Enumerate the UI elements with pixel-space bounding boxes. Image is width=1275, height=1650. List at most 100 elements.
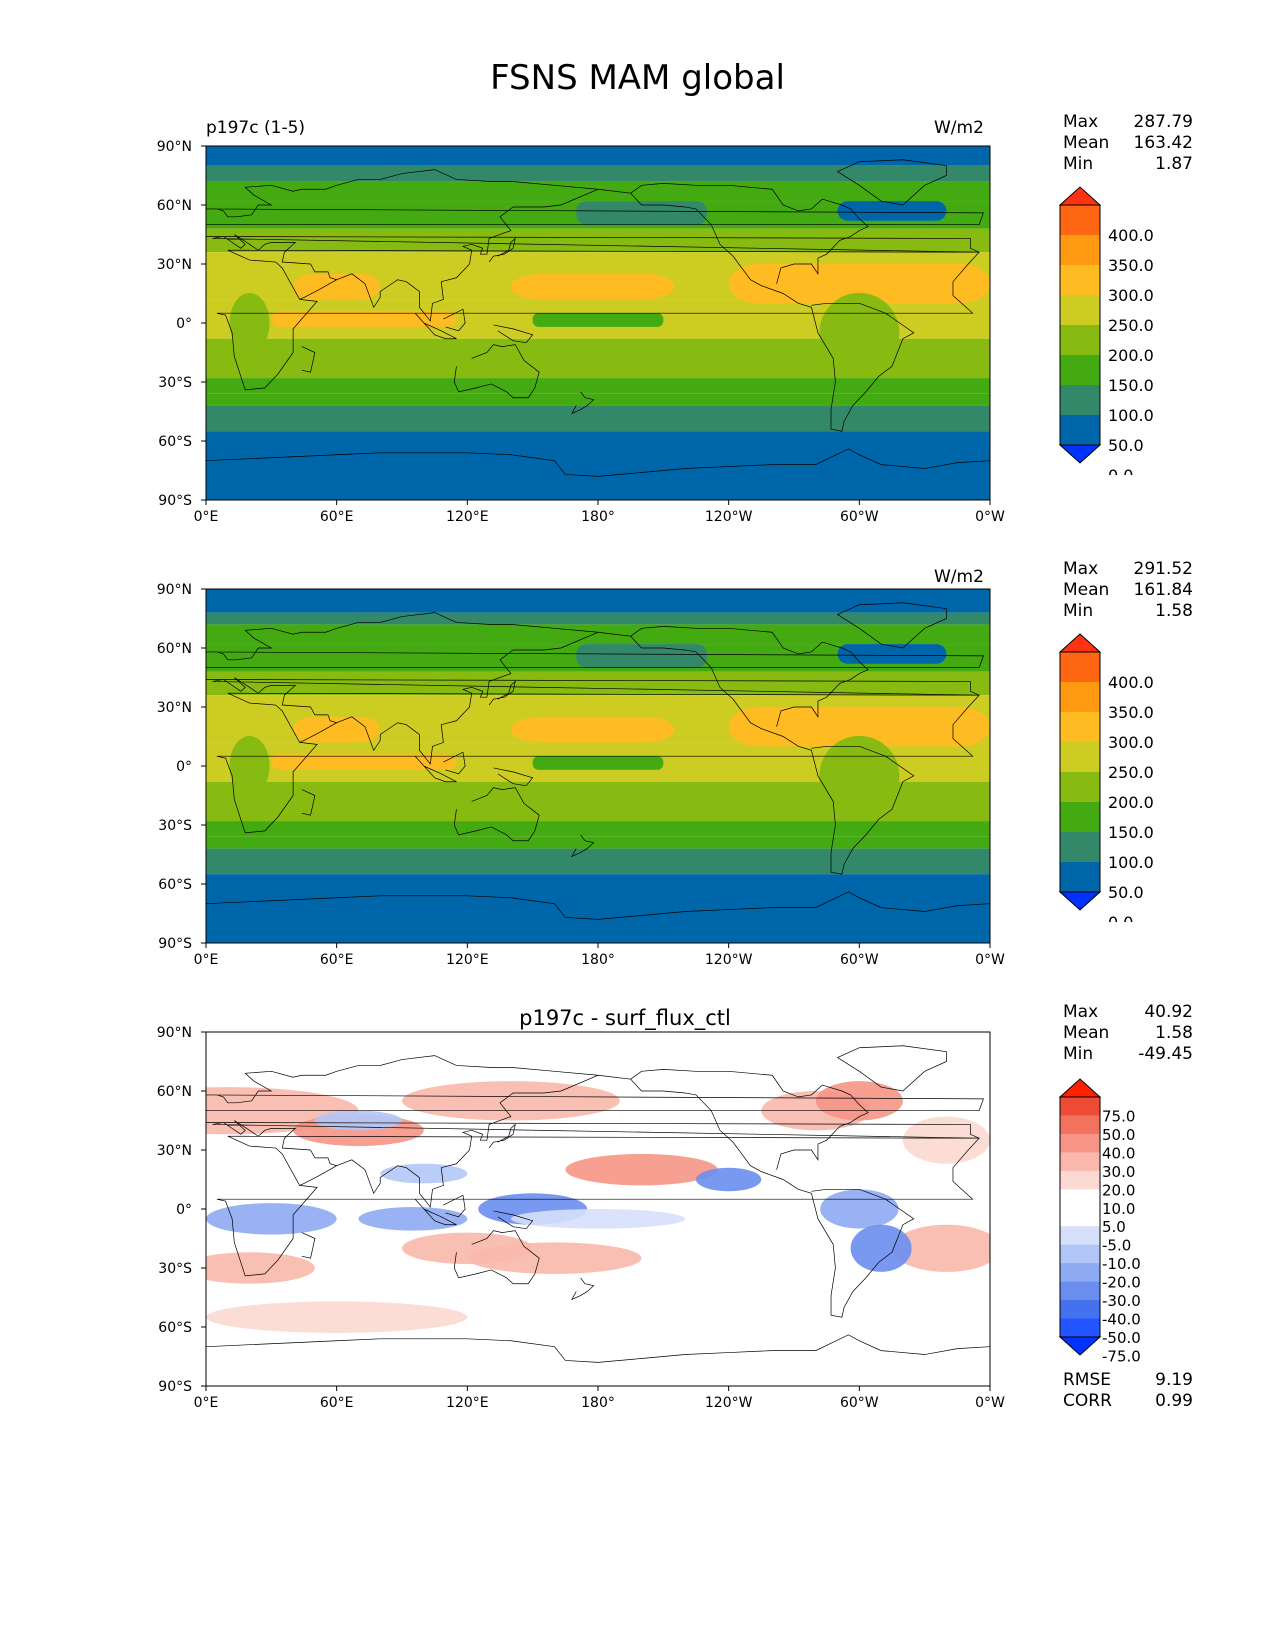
- colorbar-segment: [1060, 1189, 1100, 1209]
- map-fill: [206, 1032, 990, 1386]
- x-tick-label: 120°W: [705, 1395, 753, 1411]
- colorbar-tick-label: 200.0: [1108, 346, 1154, 365]
- colorbar: 400.0 350.0 300.0 250.0 200.0 150.0 100.0 50.0 0…: [1058, 633, 1154, 922]
- colorbar-tick-label: 150.0: [1108, 823, 1154, 842]
- x-tick-label: 0°W: [975, 952, 1005, 968]
- colorbar-tick-label: 350.0: [1108, 703, 1154, 722]
- x-tick-label: 180°: [581, 952, 615, 968]
- stat-label: Min: [1063, 601, 1094, 621]
- colorbar-segment: [1060, 1318, 1100, 1338]
- colorbar-tick-label: 40.0: [1102, 1144, 1135, 1162]
- stat-label: Max: [1063, 1002, 1099, 1022]
- x-tick-label: 120°W: [705, 952, 753, 968]
- y-tick-label: 0°: [176, 759, 192, 775]
- error-stats: RMSE 9.19 CORR 0.99: [1063, 1370, 1193, 1412]
- colorbar-extend-top: [1058, 633, 1102, 653]
- colorbar-segment: [1060, 802, 1100, 833]
- colorbar-tick-label: 50.0: [1102, 1126, 1135, 1144]
- y-tick-label: 90°N: [157, 1025, 192, 1041]
- x-tick-label: 0°W: [975, 509, 1005, 525]
- colorbar-segment: [1060, 1226, 1100, 1246]
- colorbar-tick-label: -10.0: [1102, 1255, 1141, 1273]
- colorbar-segment: [1060, 862, 1100, 893]
- colorbar: 75.050.040.030.020.010.05.0-5.0-10.0-20.…: [1058, 1078, 1141, 1365]
- colorbar-tick-label: 150.0: [1108, 376, 1154, 395]
- colorbar: 400.0 350.0 300.0 250.0 200.0 150.0 100.0 50.0 0…: [1058, 186, 1154, 475]
- figure-title: FSNS MAM global: [490, 58, 785, 98]
- y-tick-label: 30°N: [157, 700, 192, 716]
- stat-value: 40.92: [1144, 1002, 1193, 1022]
- y-tick-label: 60°S: [158, 434, 192, 450]
- y-tick-label: 60°S: [158, 877, 192, 893]
- colorbar-segment: [1060, 652, 1100, 683]
- colorbar-segment: [1060, 1263, 1100, 1283]
- stats-box: Max 40.92 Mean 1.58 Min -49.45: [1063, 1002, 1193, 1065]
- colorbar-segment: [1060, 415, 1100, 446]
- colorbar-tick-label: -50.0: [1102, 1329, 1141, 1347]
- x-tick-label: 60°W: [840, 1395, 879, 1411]
- colorbar-tick-label: 300.0: [1108, 733, 1154, 752]
- colorbar-segment: [1060, 1170, 1100, 1190]
- colorbar-segment: [1060, 1152, 1100, 1172]
- map-plot: 0°E 60°E 120°E 180° 120°W 60°W 0°W 90°N 60°N 30°N…: [157, 1025, 1005, 1411]
- colorbar-extend-bottom: [1058, 444, 1102, 464]
- colorbar-tick-label: -40.0: [1102, 1311, 1141, 1329]
- stat-value: 287.79: [1133, 112, 1193, 132]
- y-tick-label: 90°S: [158, 936, 192, 952]
- colorbar-extend-bottom: [1058, 1336, 1102, 1356]
- y-tick-label: 60°N: [157, 1084, 192, 1100]
- stat-label: Max: [1063, 559, 1099, 579]
- colorbar-tick-label: 50.0: [1108, 436, 1144, 455]
- x-tick-label: 120°W: [705, 509, 753, 525]
- map-fill: [206, 146, 990, 500]
- colorbar-segment: [1060, 772, 1100, 803]
- coastlines: [206, 602, 990, 920]
- colorbar-segment: [1060, 832, 1100, 863]
- colorbar-segment: [1060, 385, 1100, 416]
- stat-value: 291.52: [1133, 559, 1193, 579]
- y-tick-label: 0°: [176, 316, 192, 332]
- panel-units-label: W/m2: [934, 567, 984, 587]
- colorbar-segment: [1060, 1244, 1100, 1264]
- colorbar-segment: [1060, 205, 1100, 236]
- x-tick-label: 0°E: [194, 952, 219, 968]
- x-tick-label: 60°E: [320, 952, 354, 968]
- colorbar-tick-label: -5.0: [1102, 1237, 1131, 1255]
- stat-label: Mean: [1063, 133, 1110, 153]
- y-tick-label: 90°S: [158, 1379, 192, 1395]
- y-tick-label: 60°S: [158, 1320, 192, 1336]
- error-label: CORR: [1063, 1391, 1112, 1411]
- stat-value: 1.58: [1155, 601, 1193, 621]
- colorbar-segment: [1060, 1300, 1100, 1320]
- y-tick-label: 90°N: [157, 582, 192, 598]
- panel-title: p197c - surf_flux_ctl: [519, 1006, 731, 1030]
- stat-label: Mean: [1063, 580, 1110, 600]
- colorbar-tick-label: 10.0: [1102, 1200, 1135, 1218]
- stat-value: 163.42: [1133, 133, 1193, 153]
- stats-box: Max 287.79 Mean 163.42 Min 1.87: [1063, 112, 1193, 175]
- colorbar-tick-label: 100.0: [1108, 406, 1154, 425]
- colorbar-tick-label: 350.0: [1108, 256, 1154, 275]
- stat-label: Min: [1063, 1044, 1094, 1064]
- error-value: 9.19: [1155, 1370, 1193, 1390]
- colorbar-segment: [1060, 325, 1100, 356]
- colorbar-tick-label: -20.0: [1102, 1274, 1141, 1292]
- stat-value: 1.58: [1155, 1023, 1193, 1043]
- colorbar-tick-label: 400.0: [1108, 673, 1154, 692]
- x-tick-label: 60°W: [840, 952, 879, 968]
- colorbar-tick-label: 250.0: [1108, 316, 1154, 335]
- y-tick-label: 30°N: [157, 1143, 192, 1159]
- y-tick-label: 60°N: [157, 198, 192, 214]
- colorbar-segment: [1060, 1207, 1100, 1227]
- stat-value: 1.87: [1155, 154, 1193, 174]
- x-tick-label: 60°W: [840, 509, 879, 525]
- colorbar-segment: [1060, 295, 1100, 326]
- colorbar-tick-label: 5.0: [1102, 1218, 1126, 1236]
- x-tick-label: 120°E: [446, 509, 489, 525]
- y-tick-label: 30°S: [158, 1261, 192, 1277]
- y-tick-label: 90°S: [158, 493, 192, 509]
- stats-box: Max 291.52 Mean 161.84 Min 1.58: [1063, 559, 1193, 622]
- stat-label: Mean: [1063, 1023, 1110, 1043]
- coastlines: [206, 1045, 990, 1363]
- colorbar-segment: [1060, 235, 1100, 266]
